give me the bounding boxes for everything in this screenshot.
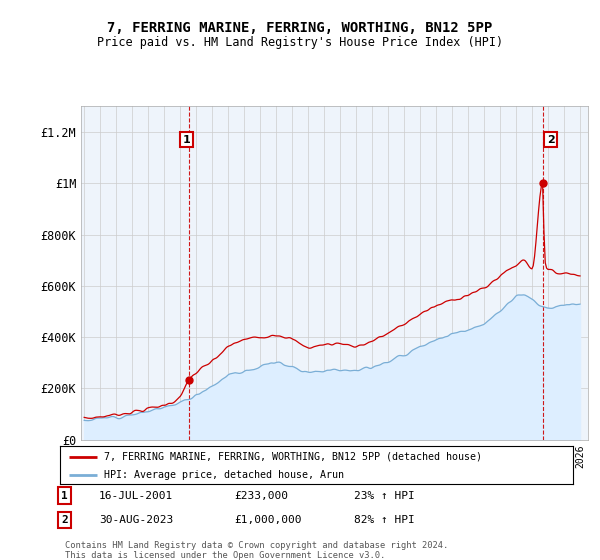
Text: 7, FERRING MARINE, FERRING, WORTHING, BN12 5PP (detached house): 7, FERRING MARINE, FERRING, WORTHING, BN… (104, 452, 482, 462)
Text: 30-AUG-2023: 30-AUG-2023 (99, 515, 173, 525)
Text: 2: 2 (61, 515, 68, 525)
Text: 23% ↑ HPI: 23% ↑ HPI (354, 491, 415, 501)
Text: HPI: Average price, detached house, Arun: HPI: Average price, detached house, Arun (104, 470, 344, 480)
Text: £1,000,000: £1,000,000 (234, 515, 302, 525)
Text: 16-JUL-2001: 16-JUL-2001 (99, 491, 173, 501)
Text: £233,000: £233,000 (234, 491, 288, 501)
Text: 7, FERRING MARINE, FERRING, WORTHING, BN12 5PP: 7, FERRING MARINE, FERRING, WORTHING, BN… (107, 21, 493, 35)
Text: 1: 1 (61, 491, 68, 501)
Text: Price paid vs. HM Land Registry's House Price Index (HPI): Price paid vs. HM Land Registry's House … (97, 36, 503, 49)
Text: 1: 1 (182, 135, 190, 144)
Text: 82% ↑ HPI: 82% ↑ HPI (354, 515, 415, 525)
Text: 2: 2 (547, 135, 554, 144)
Text: Contains HM Land Registry data © Crown copyright and database right 2024.
This d: Contains HM Land Registry data © Crown c… (65, 541, 448, 560)
